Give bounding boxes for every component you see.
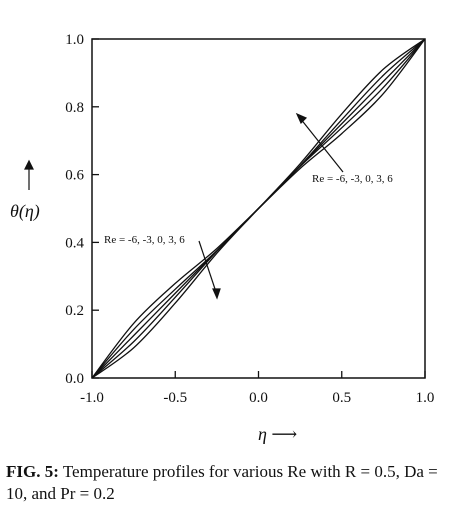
- curves-group: [91, 38, 426, 379]
- x-tick-label-0: -1.0: [80, 390, 104, 406]
- y-tick-label-5: 1.0: [65, 32, 84, 48]
- y-tick-label-1: 0.2: [65, 303, 84, 319]
- y-axis-title: θ(η): [10, 201, 40, 222]
- x-tick-label-4: 1.0: [416, 390, 435, 406]
- ticks-group: -1.0 -0.5 0.0 0.5 1.0 0.0 0.2 0.4 0.6 0.8 1.0: [65, 32, 434, 406]
- annotation-arrow-lower: [198, 240, 221, 300]
- ylabel-arrow: [24, 159, 34, 190]
- y-tick-label-3: 0.6: [65, 168, 84, 184]
- series-line-4: [91, 38, 426, 379]
- caption-label: FIG. 5: [6, 462, 54, 481]
- x-tick-label-3: 0.5: [332, 390, 351, 406]
- annotation-upper: Re = -6, -3, 0, 3, 6: [312, 173, 393, 185]
- figure-caption: FIG. 5: Temperature profiles for various…: [6, 462, 438, 503]
- y-tick-label-0: 0.0: [65, 371, 84, 387]
- annotation-lower: Re = -6, -3, 0, 3, 6: [104, 234, 185, 246]
- annotation-arrow-upper: [295, 112, 344, 173]
- caption-text: Temperature profiles for various Re with…: [6, 462, 438, 503]
- y-tick-label-2: 0.4: [65, 235, 84, 251]
- y-tick-label-4: 0.8: [65, 100, 84, 116]
- x-tick-label-2: 0.0: [249, 390, 268, 406]
- x-tick-label-1: -0.5: [163, 390, 187, 406]
- x-axis-title: η ⟶: [258, 424, 297, 444]
